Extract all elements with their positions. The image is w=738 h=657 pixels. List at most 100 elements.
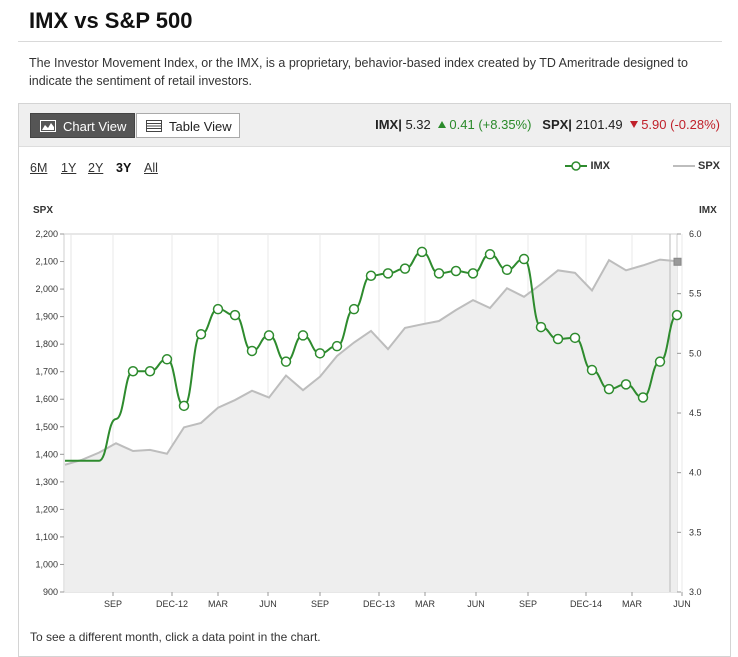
range-3y[interactable]: 3Y (116, 161, 132, 175)
imx-spx-chart: SPX IMX 900 1,000 1,100 1,200 1,300 1,400 1,500 1… (33, 205, 717, 609)
x-tick-label: SEP (311, 599, 329, 609)
x-tick-label: MAR (415, 599, 436, 609)
tab-chart-view-label: Chart View (63, 119, 127, 134)
imx-data-point[interactable] (671, 309, 683, 321)
x-tick-label: JUN (673, 599, 691, 609)
left-tick-label: 1,800 (35, 339, 58, 349)
right-tick-label: 4.5 (689, 408, 702, 418)
imx-data-point[interactable] (416, 246, 428, 258)
x-tick-label: MAR (622, 599, 643, 609)
area-chart-icon (40, 120, 56, 132)
range-6m[interactable]: 6M (30, 161, 48, 175)
right-axis-title: IMX (699, 205, 717, 216)
spx-change-pct: (-0.28%) (670, 117, 720, 132)
spx-legend-line-icon (672, 165, 695, 168)
legend-imx-label: IMX (590, 160, 610, 172)
imx-data-point[interactable] (535, 321, 547, 333)
chart-panel: Chart View Table View IMX| 5.32 0.41 (+8… (18, 103, 731, 657)
x-tick-label: DEC-12 (156, 599, 188, 609)
imx-data-point[interactable] (518, 253, 530, 265)
x-tick-label: MAR (208, 599, 229, 609)
imx-data-point[interactable] (195, 328, 207, 340)
tab-chart-view[interactable]: Chart View (30, 113, 135, 138)
down-arrow-icon (630, 121, 639, 129)
imx-data-point[interactable] (637, 392, 649, 403)
up-arrow-icon (438, 121, 447, 129)
imx-data-point[interactable] (433, 268, 445, 279)
imx-data-point[interactable] (484, 249, 496, 260)
imx-data-point[interactable] (620, 379, 632, 390)
imx-value: 5.32 (405, 117, 431, 132)
left-tick-label: 1,600 (35, 394, 58, 404)
imx-data-point[interactable] (178, 400, 190, 412)
left-tick-label: 1,000 (35, 559, 58, 569)
imx-data-point[interactable] (331, 340, 343, 352)
left-tick-label: 1,100 (35, 532, 58, 542)
imx-label: IMX| (375, 117, 402, 132)
right-tick-label: 5.5 (689, 289, 702, 299)
x-tick-label: JUN (259, 599, 277, 609)
imx-data-point[interactable] (365, 270, 377, 282)
imx-data-point[interactable] (603, 383, 615, 395)
spx-change: 5.90 (641, 117, 667, 132)
title-divider (18, 41, 722, 42)
imx-legend-marker-icon (565, 161, 588, 171)
ticker-summary: IMX| 5.32 0.41 (+8.35%) SPX| 2101.49 5.9… (375, 117, 720, 132)
right-tick-label: 3.0 (689, 587, 702, 597)
left-tick-label: 1,300 (35, 477, 58, 487)
x-tick-label: SEP (104, 599, 122, 609)
left-tick-label: 2,200 (35, 229, 58, 239)
imx-data-point[interactable] (382, 268, 394, 279)
left-tick-label: 2,000 (35, 284, 58, 294)
right-tick-label: 6.0 (689, 229, 702, 239)
imx-data-point[interactable] (501, 264, 513, 276)
left-tick-label: 2,100 (35, 257, 58, 267)
legend-spx[interactable]: SPX (672, 160, 720, 172)
spx-line (64, 258, 678, 466)
page-title: IMX vs S&P 500 (29, 8, 193, 33)
legend-spx-label: SPX (697, 160, 720, 172)
left-tick-label: 1,400 (35, 449, 58, 459)
table-icon (146, 120, 162, 132)
range-2y[interactable]: 2Y (88, 161, 104, 175)
imx-data-point[interactable] (127, 365, 139, 377)
imx-data-point[interactable] (144, 365, 156, 377)
imx-data-point[interactable] (314, 348, 326, 359)
x-tick-label: DEC-14 (570, 599, 602, 609)
left-tick-label: 900 (43, 587, 58, 597)
spx-area (65, 259, 677, 592)
imx-data-point[interactable] (399, 263, 411, 274)
imx-data-point[interactable] (586, 364, 598, 376)
range-1y[interactable]: 1Y (61, 161, 77, 175)
imx-data-point[interactable] (467, 268, 479, 279)
imx-change-pct: (+8.35%) (478, 117, 532, 132)
imx-data-point[interactable] (297, 330, 309, 341)
imx-data-point[interactable] (229, 309, 241, 321)
left-axis-title: SPX (33, 205, 53, 216)
right-tick-label: 5.0 (689, 348, 702, 358)
x-tick-label: SEP (519, 599, 537, 609)
imx-data-point[interactable] (161, 354, 173, 365)
imx-data-point[interactable] (246, 345, 258, 357)
spx-selected-point (673, 257, 682, 266)
left-tick-label: 1,700 (35, 367, 58, 377)
imx-data-point[interactable] (212, 303, 224, 315)
imx-data-point[interactable] (280, 356, 292, 367)
left-tick-label: 1,500 (35, 422, 58, 432)
imx-data-point[interactable] (263, 330, 275, 341)
imx-data-point[interactable] (552, 333, 564, 345)
chart-footnote: To see a different month, click a data p… (30, 630, 321, 644)
imx-data-point[interactable] (348, 303, 360, 315)
right-tick-label: 4.0 (689, 468, 702, 478)
tab-table-view-label: Table View (169, 119, 232, 134)
spx-label: SPX| (542, 117, 572, 132)
tab-table-view[interactable]: Table View (136, 113, 240, 138)
legend-imx[interactable]: IMX (565, 160, 610, 172)
range-all[interactable]: All (144, 161, 158, 175)
imx-data-point[interactable] (450, 265, 462, 277)
x-tick-label: JUN (467, 599, 485, 609)
imx-data-point[interactable] (569, 332, 581, 344)
left-tick-label: 1,900 (35, 312, 58, 322)
imx-data-point[interactable] (654, 356, 666, 367)
left-tick-label: 1,200 (35, 504, 58, 514)
